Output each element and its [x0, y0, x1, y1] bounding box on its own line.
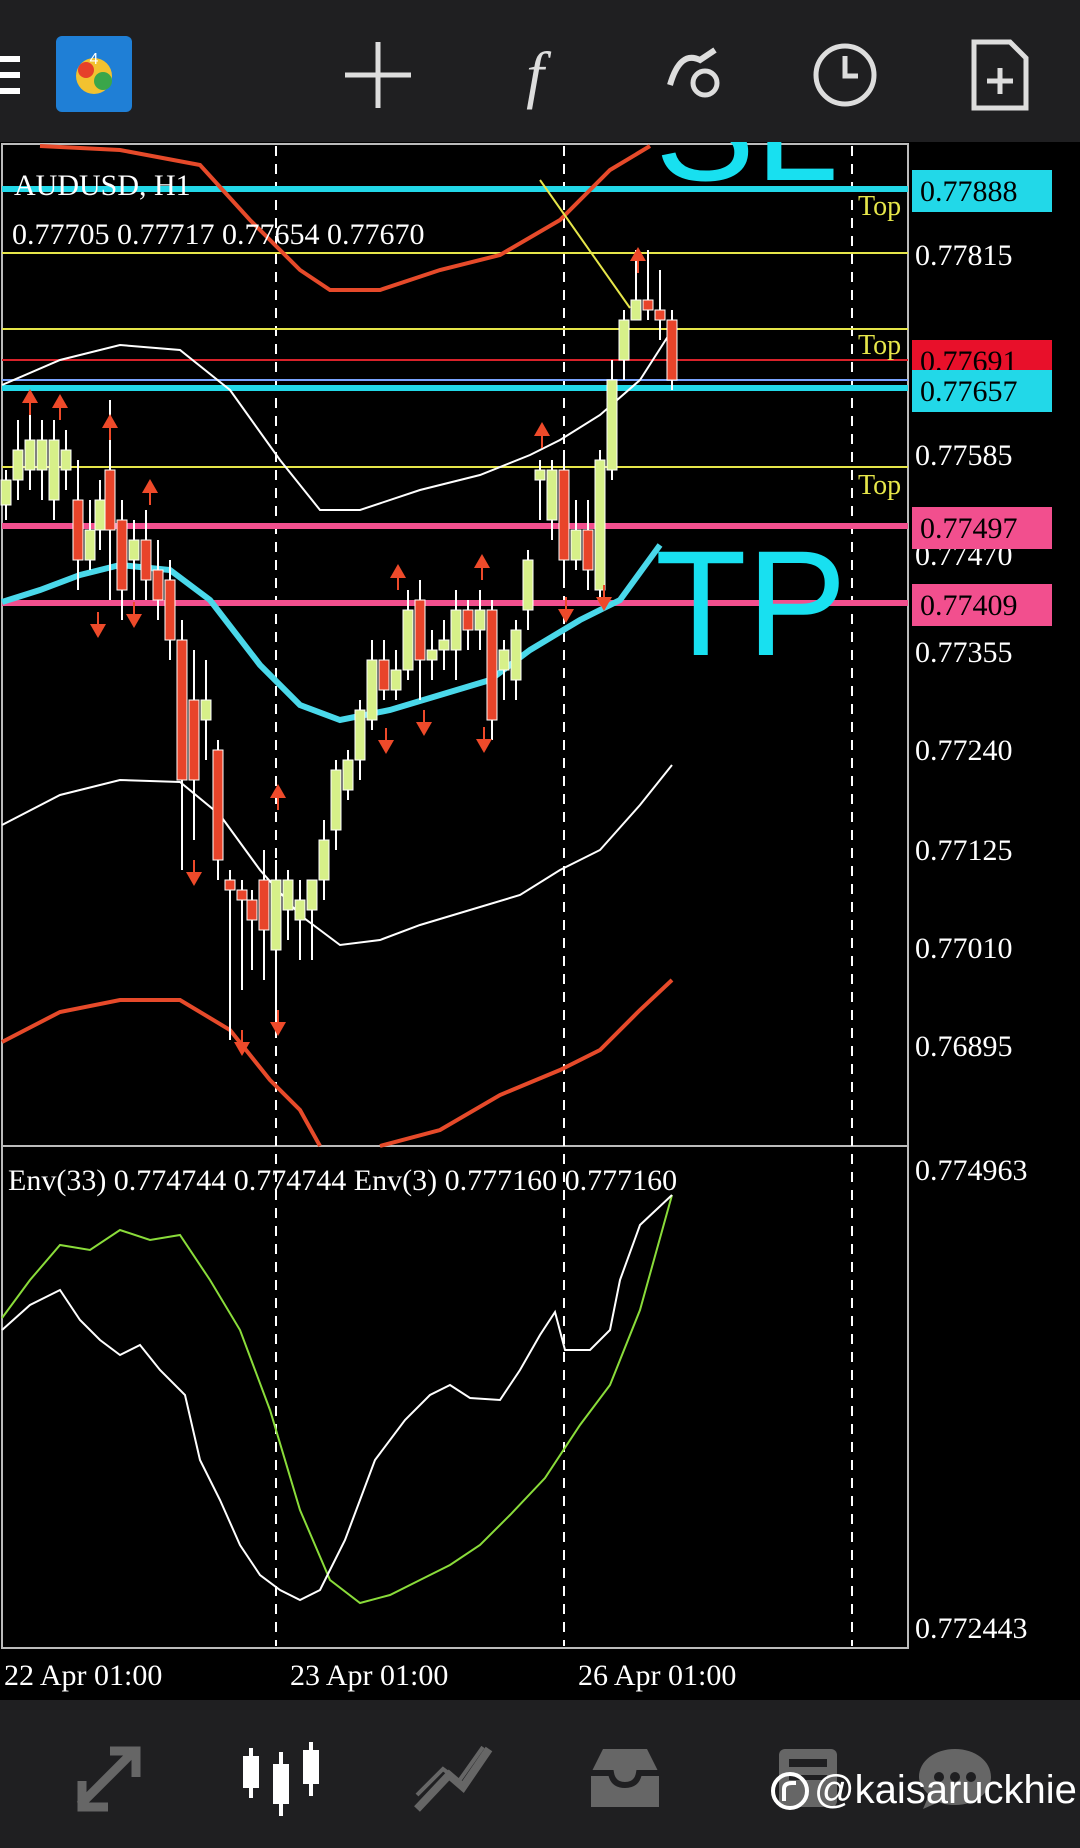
price-axis-label: 0.77815: [915, 239, 1013, 272]
top-toolbar: [0, 0, 1080, 142]
svg-text:4: 4: [90, 51, 99, 68]
new-order-icon[interactable]: [955, 30, 1045, 120]
trendline: [539, 179, 631, 309]
inner-bands: [1, 329, 673, 947]
trade-icon[interactable]: [403, 1728, 503, 1828]
price-chart[interactable]: AUDUSD, H1 0.77705 0.77717 0.77654 0.776…: [0, 142, 1080, 1700]
svg-text:Top: Top: [858, 470, 901, 501]
day-separators: [275, 146, 853, 1646]
level-lines: [2, 186, 908, 606]
indicator-label: Env(33) 0.774744 0.774744 Env(3) 0.77716…: [8, 1164, 677, 1197]
price-tag: 0.77497: [912, 507, 1052, 549]
indicator-axis-top: 0.774963: [915, 1154, 1028, 1187]
ohlc-label: 0.77705 0.77717 0.77654 0.77670: [12, 218, 425, 251]
time-axis: 22 Apr 01:00 23 Apr 01:00 26 Apr 01:00: [4, 1659, 736, 1692]
tp-label: TP: [655, 519, 847, 687]
sl-label: SL: [655, 142, 838, 212]
price-axis-label: 0.77240: [915, 734, 1013, 767]
price-tag: 0.77888: [912, 170, 1052, 212]
objects-icon[interactable]: [650, 30, 740, 120]
price-axis-label: 0.77585: [915, 439, 1013, 472]
price-axis-label: 0.77355: [915, 636, 1013, 669]
symbol-label: AUDUSD, H1: [14, 169, 191, 202]
candles: [0, 250, 678, 1040]
svg-text:23 Apr 01:00: 23 Apr 01:00: [290, 1659, 448, 1692]
price-tag: 0.77409: [912, 584, 1052, 626]
price-axis-label: 0.77010: [915, 932, 1013, 965]
messages-icon[interactable]: [905, 1728, 1005, 1828]
watermark-logo-icon: [771, 1771, 809, 1810]
indicators-button[interactable]: f: [526, 39, 544, 110]
price-tag: 0.77657: [912, 370, 1052, 412]
svg-text:0.77497: 0.77497: [920, 512, 1018, 545]
history-icon[interactable]: [575, 1728, 675, 1828]
price-axis-label: 0.76895: [915, 1030, 1013, 1063]
svg-text:Top: Top: [858, 330, 901, 361]
indicator-axis-bottom: 0.772443: [915, 1612, 1028, 1645]
clock-icon[interactable]: [800, 30, 890, 120]
bottom-navigation: [0, 1700, 1080, 1848]
svg-text:0.77888: 0.77888: [920, 175, 1018, 208]
svg-text:22 Apr 01:00: 22 Apr 01:00: [4, 1659, 162, 1692]
quotes-icon[interactable]: [60, 1728, 160, 1828]
watermark: @kaisaruckhie: [770, 1768, 1077, 1813]
svg-text:Top: Top: [858, 191, 901, 222]
fractal-arrows: [22, 247, 646, 1056]
svg-text:0.77657: 0.77657: [920, 375, 1018, 408]
top-labels: Top Top Top: [858, 191, 901, 501]
moving-average: [1, 543, 663, 724]
price-axis: 0.778150.775850.774700.773550.772400.771…: [915, 239, 1013, 1063]
svg-text:26 Apr 01:00: 26 Apr 01:00: [578, 1659, 736, 1692]
svg-text:0.77409: 0.77409: [920, 589, 1018, 622]
news-icon[interactable]: [755, 1728, 855, 1828]
chart-icon[interactable]: [232, 1728, 332, 1828]
metatrader-logo[interactable]: 4: [52, 32, 136, 116]
outer-bands: [1, 144, 674, 1148]
price-axis-label: 0.77125: [915, 834, 1013, 867]
envelope-lines: [1, 1194, 673, 1605]
crosshair-icon[interactable]: [333, 30, 423, 120]
hamburger-icon[interactable]: [0, 30, 40, 120]
